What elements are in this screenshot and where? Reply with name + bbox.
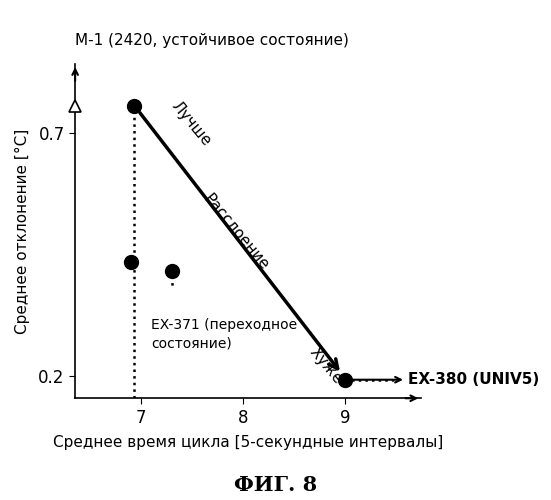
X-axis label: Среднее время цикла [5-секундные интервалы]: Среднее время цикла [5-секундные интерва… [53,435,443,450]
Text: ФИГ. 8: ФИГ. 8 [234,475,317,495]
Text: Лучше: Лучше [169,98,214,149]
Text: Хуже: Хуже [306,345,345,388]
Text: Расслоение: Расслоение [200,192,271,274]
Text: EX-380 (UNIV5): EX-380 (UNIV5) [408,372,539,387]
Text: EX-371 (переходное
состояние): EX-371 (переходное состояние) [152,318,298,350]
Y-axis label: Среднее отклонение [°С]: Среднее отклонение [°С] [15,128,30,334]
Text: М-1 (2420, устойчивое состояние): М-1 (2420, устойчивое состояние) [75,32,349,48]
